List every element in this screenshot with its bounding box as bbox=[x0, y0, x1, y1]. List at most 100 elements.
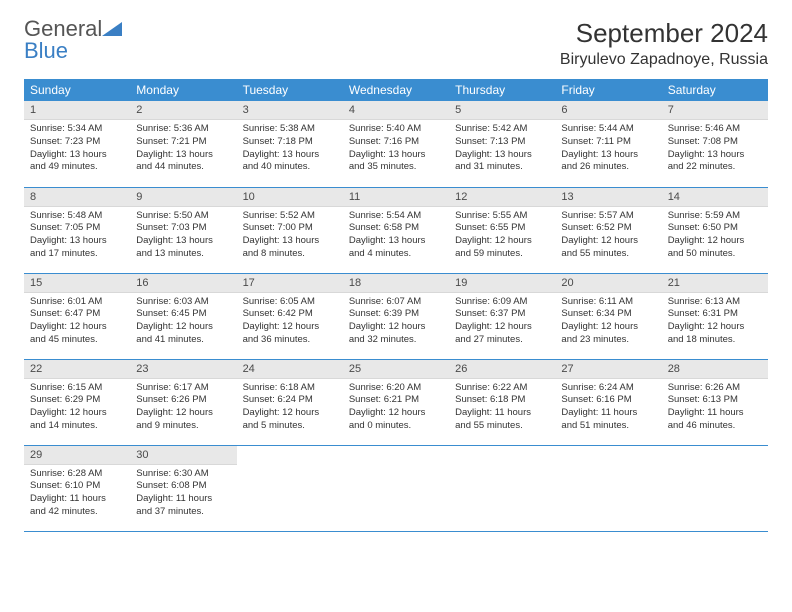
sunrise-line: Sunrise: 6:07 AM bbox=[349, 296, 443, 309]
day-body: Sunrise: 5:50 AMSunset: 7:03 PMDaylight:… bbox=[130, 207, 236, 264]
calendar-day-cell: 9Sunrise: 5:50 AMSunset: 7:03 PMDaylight… bbox=[130, 187, 236, 273]
daylight-line: Daylight: 11 hours and 37 minutes. bbox=[136, 493, 230, 519]
day-body: Sunrise: 6:07 AMSunset: 6:39 PMDaylight:… bbox=[343, 293, 449, 350]
sunset-line: Sunset: 6:21 PM bbox=[349, 394, 443, 407]
sunset-line: Sunset: 6:37 PM bbox=[455, 308, 549, 321]
weekday-header: Monday bbox=[130, 79, 236, 101]
daylight-line: Daylight: 13 hours and 13 minutes. bbox=[136, 235, 230, 261]
calendar-day-cell: 24Sunrise: 6:18 AMSunset: 6:24 PMDayligh… bbox=[237, 359, 343, 445]
day-number: 20 bbox=[555, 274, 661, 293]
sunset-line: Sunset: 7:05 PM bbox=[30, 222, 124, 235]
sunset-line: Sunset: 6:52 PM bbox=[561, 222, 655, 235]
day-body: Sunrise: 5:55 AMSunset: 6:55 PMDaylight:… bbox=[449, 207, 555, 264]
calendar-day-cell: 19Sunrise: 6:09 AMSunset: 6:37 PMDayligh… bbox=[449, 273, 555, 359]
day-body: Sunrise: 6:05 AMSunset: 6:42 PMDaylight:… bbox=[237, 293, 343, 350]
sunrise-line: Sunrise: 6:26 AM bbox=[668, 382, 762, 395]
daylight-line: Daylight: 13 hours and 35 minutes. bbox=[349, 149, 443, 175]
daylight-line: Daylight: 13 hours and 8 minutes. bbox=[243, 235, 337, 261]
calendar-day-cell: 7Sunrise: 5:46 AMSunset: 7:08 PMDaylight… bbox=[662, 101, 768, 187]
daylight-line: Daylight: 12 hours and 18 minutes. bbox=[668, 321, 762, 347]
sunrise-line: Sunrise: 6:30 AM bbox=[136, 468, 230, 481]
daylight-line: Daylight: 12 hours and 55 minutes. bbox=[561, 235, 655, 261]
logo-text: General Blue bbox=[24, 18, 122, 62]
calendar-table: SundayMondayTuesdayWednesdayThursdayFrid… bbox=[24, 79, 768, 532]
day-body: Sunrise: 6:30 AMSunset: 6:08 PMDaylight:… bbox=[130, 465, 236, 522]
daylight-line: Daylight: 12 hours and 23 minutes. bbox=[561, 321, 655, 347]
daylight-line: Daylight: 13 hours and 17 minutes. bbox=[30, 235, 124, 261]
calendar-empty-cell: .. bbox=[449, 445, 555, 531]
calendar-day-cell: 5Sunrise: 5:42 AMSunset: 7:13 PMDaylight… bbox=[449, 101, 555, 187]
sunset-line: Sunset: 6:31 PM bbox=[668, 308, 762, 321]
daylight-line: Daylight: 12 hours and 5 minutes. bbox=[243, 407, 337, 433]
daylight-line: Daylight: 13 hours and 31 minutes. bbox=[455, 149, 549, 175]
sunset-line: Sunset: 7:21 PM bbox=[136, 136, 230, 149]
weekday-header: Tuesday bbox=[237, 79, 343, 101]
day-body: Sunrise: 5:46 AMSunset: 7:08 PMDaylight:… bbox=[662, 120, 768, 177]
sunset-line: Sunset: 7:08 PM bbox=[668, 136, 762, 149]
day-body: Sunrise: 5:38 AMSunset: 7:18 PMDaylight:… bbox=[237, 120, 343, 177]
sunset-line: Sunset: 7:23 PM bbox=[30, 136, 124, 149]
calendar-week-row: 22Sunrise: 6:15 AMSunset: 6:29 PMDayligh… bbox=[24, 359, 768, 445]
day-body: Sunrise: 6:24 AMSunset: 6:16 PMDaylight:… bbox=[555, 379, 661, 436]
sunrise-line: Sunrise: 5:46 AM bbox=[668, 123, 762, 136]
day-number: 3 bbox=[237, 101, 343, 120]
logo-shape bbox=[102, 18, 122, 40]
sunset-line: Sunset: 6:26 PM bbox=[136, 394, 230, 407]
sunset-line: Sunset: 6:29 PM bbox=[30, 394, 124, 407]
daylight-line: Daylight: 13 hours and 26 minutes. bbox=[561, 149, 655, 175]
daylight-line: Daylight: 13 hours and 44 minutes. bbox=[136, 149, 230, 175]
sunrise-line: Sunrise: 6:13 AM bbox=[668, 296, 762, 309]
day-number: 22 bbox=[24, 360, 130, 379]
day-body: Sunrise: 5:40 AMSunset: 7:16 PMDaylight:… bbox=[343, 120, 449, 177]
daylight-line: Daylight: 12 hours and 27 minutes. bbox=[455, 321, 549, 347]
sunset-line: Sunset: 7:11 PM bbox=[561, 136, 655, 149]
day-number: 12 bbox=[449, 188, 555, 207]
day-body: Sunrise: 5:44 AMSunset: 7:11 PMDaylight:… bbox=[555, 120, 661, 177]
day-number: 13 bbox=[555, 188, 661, 207]
sunset-line: Sunset: 7:13 PM bbox=[455, 136, 549, 149]
day-number: 16 bbox=[130, 274, 236, 293]
day-body: Sunrise: 6:20 AMSunset: 6:21 PMDaylight:… bbox=[343, 379, 449, 436]
calendar-day-cell: 28Sunrise: 6:26 AMSunset: 6:13 PMDayligh… bbox=[662, 359, 768, 445]
calendar-day-cell: 23Sunrise: 6:17 AMSunset: 6:26 PMDayligh… bbox=[130, 359, 236, 445]
day-number: 23 bbox=[130, 360, 236, 379]
day-number: 1 bbox=[24, 101, 130, 120]
calendar-body: 1 Sunrise: 5:34 AMSunset: 7:23 PM Daylight… bbox=[24, 101, 768, 531]
daylight-line: Daylight: 13 hours and 4 minutes. bbox=[349, 235, 443, 261]
day-body: Sunrise: 5:54 AMSunset: 6:58 PMDaylight:… bbox=[343, 207, 449, 264]
location: Biryulevo Zapadnoye, Russia bbox=[560, 51, 768, 69]
calendar-empty-cell: .. bbox=[662, 445, 768, 531]
sunset-line: Sunset: 6:16 PM bbox=[561, 394, 655, 407]
daylight-line: Daylight: 12 hours and 32 minutes. bbox=[349, 321, 443, 347]
day-body: Sunrise: 5:57 AMSunset: 6:52 PMDaylight:… bbox=[555, 207, 661, 264]
daylight-line: Daylight: 11 hours and 42 minutes. bbox=[30, 493, 124, 519]
sunrise-line: Sunrise: 6:22 AM bbox=[455, 382, 549, 395]
calendar-empty-cell: .. bbox=[343, 445, 449, 531]
sunset-line: Sunset: 6:50 PM bbox=[668, 222, 762, 235]
calendar-day-cell: 2Sunrise: 5:36 AMSunset: 7:21 PMDaylight… bbox=[130, 101, 236, 187]
sunrise-line: Sunrise: 5:59 AM bbox=[668, 210, 762, 223]
logo: General Blue bbox=[24, 18, 122, 62]
daylight-line: Daylight: 12 hours and 59 minutes. bbox=[455, 235, 549, 261]
sunrise-line: Sunrise: 6:09 AM bbox=[455, 296, 549, 309]
day-body: Sunrise: 6:13 AMSunset: 6:31 PMDaylight:… bbox=[662, 293, 768, 350]
daylight-line: Daylight: 13 hours and 22 minutes. bbox=[668, 149, 762, 175]
sunset-line: Sunset: 6:55 PM bbox=[455, 222, 549, 235]
day-number: 8 bbox=[24, 188, 130, 207]
page-title: September 2024 bbox=[560, 18, 768, 49]
calendar-week-row: 1 Sunrise: 5:34 AMSunset: 7:23 PM Daylight… bbox=[24, 101, 768, 187]
calendar-week-row: 15Sunrise: 6:01 AMSunset: 6:47 PMDayligh… bbox=[24, 273, 768, 359]
calendar-day-cell: 27Sunrise: 6:24 AMSunset: 6:16 PMDayligh… bbox=[555, 359, 661, 445]
day-number: 2 bbox=[130, 101, 236, 120]
calendar-day-cell: 17Sunrise: 6:05 AMSunset: 6:42 PMDayligh… bbox=[237, 273, 343, 359]
daylight-line: Daylight: 12 hours and 14 minutes. bbox=[30, 407, 124, 433]
day-number: 5 bbox=[449, 101, 555, 120]
sunset-line: Sunset: 6:39 PM bbox=[349, 308, 443, 321]
daylight-line: Daylight: 12 hours and 36 minutes. bbox=[243, 321, 337, 347]
sunrise-line: Sunrise: 5:34 AM bbox=[30, 123, 124, 136]
sunrise-line: Sunrise: 5:55 AM bbox=[455, 210, 549, 223]
sunrise-line: Sunrise: 6:18 AM bbox=[243, 382, 337, 395]
day-number: 25 bbox=[343, 360, 449, 379]
day-number: 9 bbox=[130, 188, 236, 207]
calendar-day-cell: 25Sunrise: 6:20 AMSunset: 6:21 PMDayligh… bbox=[343, 359, 449, 445]
